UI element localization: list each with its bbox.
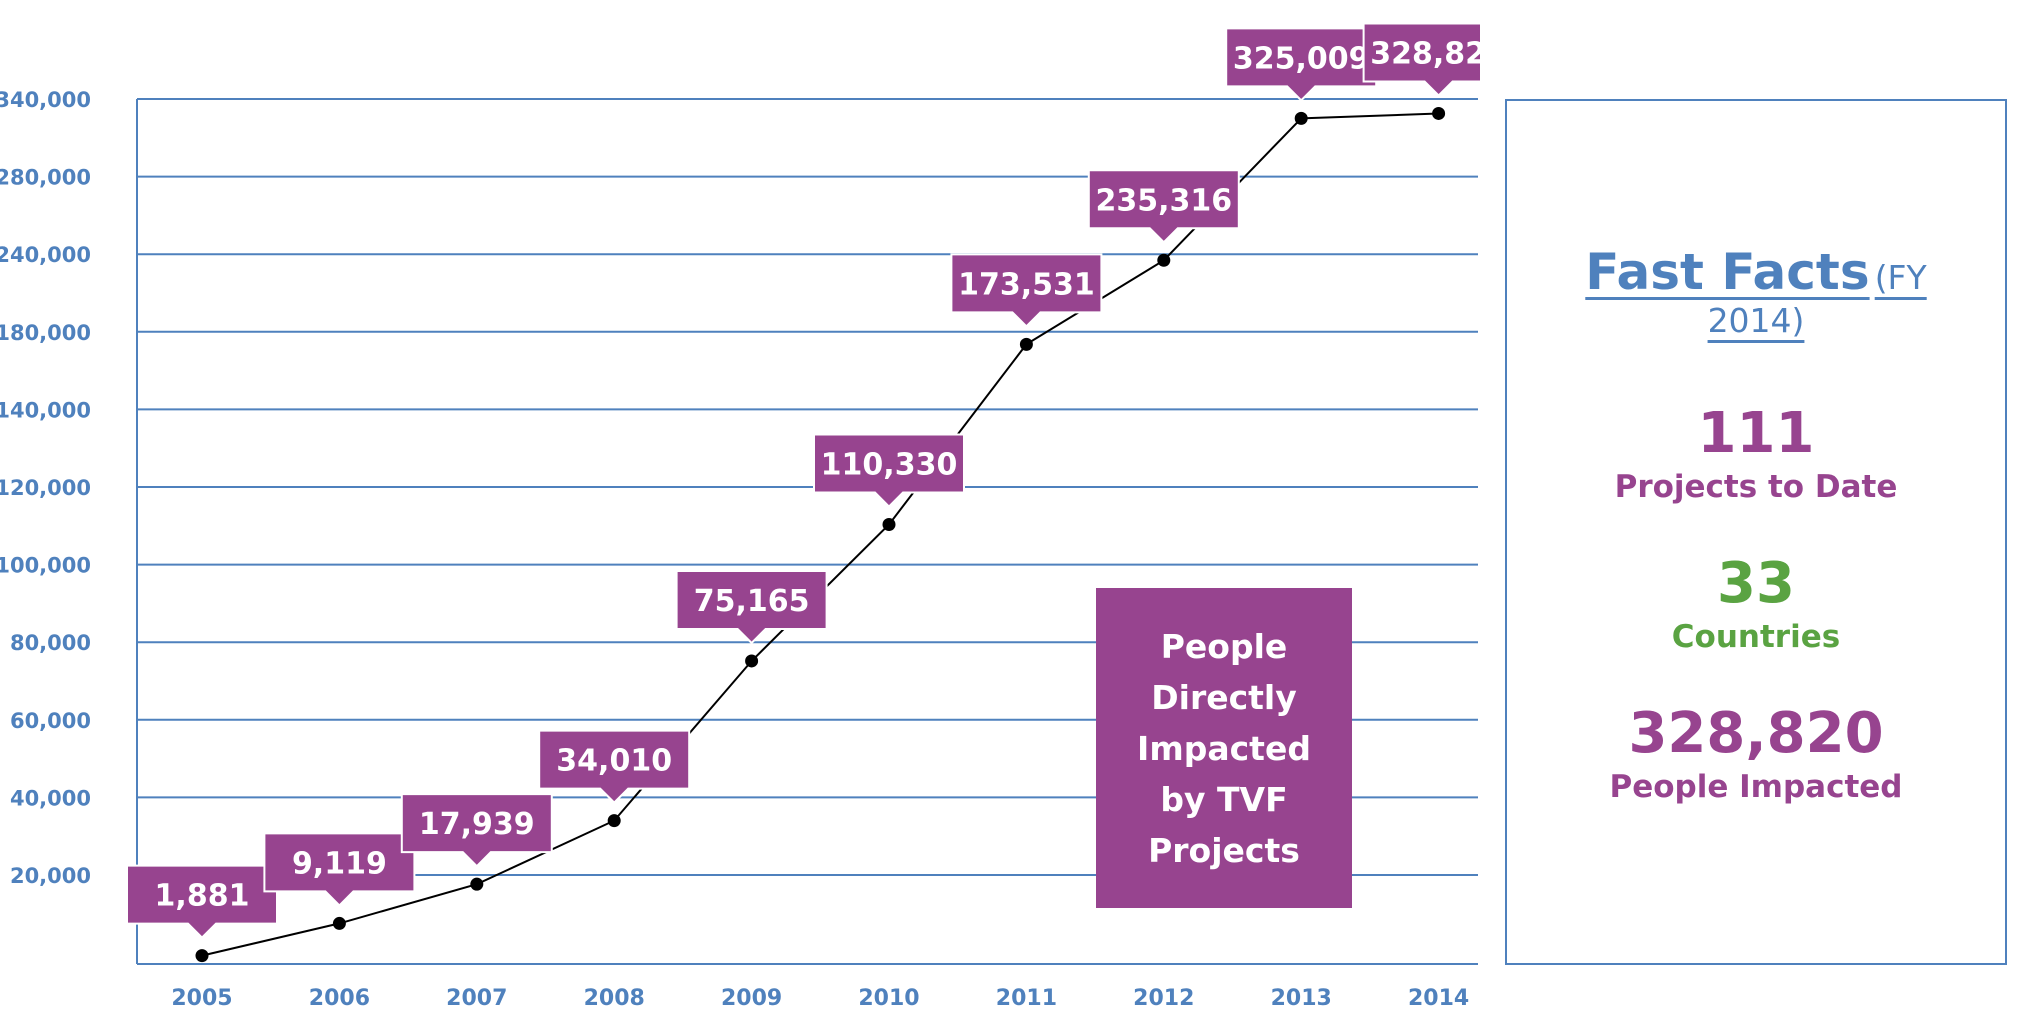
data-label: 325,009	[1233, 41, 1370, 76]
data-label: 75,165	[694, 584, 810, 619]
stat-people-label: People Impacted	[1609, 769, 1903, 805]
fast-facts-panel: Fast Facts (FY 2014) 111 Projects to Dat…	[1505, 99, 2007, 965]
y-tick-label: 140,000	[0, 398, 91, 422]
x-tick-label: 2013	[1271, 986, 1332, 1011]
data-label: 235,316	[1095, 183, 1232, 218]
chart-title-line-1: People	[1160, 626, 1288, 666]
chart-title-line-3: Impacted	[1137, 728, 1311, 768]
y-tick-label: 180,000	[0, 321, 91, 345]
y-tick-label: 80,000	[10, 631, 91, 655]
data-callout	[813, 433, 965, 508]
line-chart: 20,000 40,000 60,000 80,000 100,000 120,000 14…	[0, 22, 1480, 1011]
data-point	[470, 877, 484, 891]
chart-title-line-4: by TVF	[1160, 779, 1288, 819]
stat-people-value: 328,820	[1628, 701, 1884, 766]
data-callout	[400, 793, 553, 868]
data-label: 34,010	[556, 744, 672, 779]
y-tick-label: 40,000	[10, 786, 91, 810]
data-callout	[675, 569, 828, 645]
data-point	[1019, 337, 1033, 351]
y-tick-label: 120,000	[0, 476, 91, 500]
data-label: 17,939	[419, 807, 535, 842]
data-callout	[950, 253, 1103, 328]
data-point	[607, 814, 621, 828]
y-tick-label: 240,000	[0, 243, 91, 267]
stat-countries: 33 Countries	[1507, 551, 2005, 657]
y-tick-label: 20,000	[10, 864, 91, 888]
data-point	[332, 916, 346, 930]
data-label: 173,531	[958, 267, 1095, 302]
data-callout	[538, 729, 691, 805]
x-tick-label: 2006	[309, 986, 370, 1011]
chart-title-line-5: Projects	[1148, 830, 1300, 870]
stat-people: 328,820 People Impacted	[1507, 701, 2005, 807]
data-label: 110,330	[821, 448, 958, 483]
chart-title-line-2: Directly	[1151, 677, 1297, 717]
chart-title-box: People Directly Impacted by TVF Projects	[1096, 588, 1352, 908]
stat-countries-label: Countries	[1671, 619, 1841, 655]
y-tick-label: 280,000	[0, 166, 91, 190]
data-label: 328,820	[1370, 36, 1480, 71]
y-tick-label: 60,000	[10, 709, 91, 733]
fast-facts-subtitle: (FY 2014)	[1707, 258, 1927, 340]
data-point	[882, 518, 896, 532]
x-tick-label: 2011	[996, 986, 1057, 1011]
stat-countries-value: 33	[1717, 551, 1795, 616]
stat-projects: 111 Projects to Date	[1507, 401, 2005, 507]
data-label: 9,119	[292, 846, 387, 881]
y-tick-label: 100,000	[0, 554, 91, 578]
x-tick-label: 2007	[446, 986, 507, 1011]
x-tick-label: 2005	[171, 986, 232, 1011]
data-point	[195, 949, 209, 963]
fast-facts-title: Fast Facts	[1585, 243, 1870, 301]
data-point	[1432, 106, 1446, 120]
data-point	[745, 654, 759, 668]
data-point	[1157, 253, 1171, 267]
x-tick-label: 2010	[858, 986, 919, 1011]
data-point	[1294, 111, 1308, 125]
data-callout	[1362, 22, 1480, 97]
x-tick-label: 2009	[721, 986, 782, 1011]
fast-facts-heading: Fast Facts (FY 2014)	[1537, 243, 1975, 340]
x-tick-label: 2014	[1408, 986, 1469, 1011]
data-callout	[1087, 169, 1240, 244]
data-label: 1,881	[155, 879, 250, 914]
stat-projects-value: 111	[1697, 401, 1815, 466]
stat-projects-label: Projects to Date	[1614, 469, 1898, 505]
x-tick-label: 2008	[584, 986, 645, 1011]
y-tick-label: 340,000	[0, 88, 91, 112]
x-tick-label: 2012	[1133, 986, 1194, 1011]
